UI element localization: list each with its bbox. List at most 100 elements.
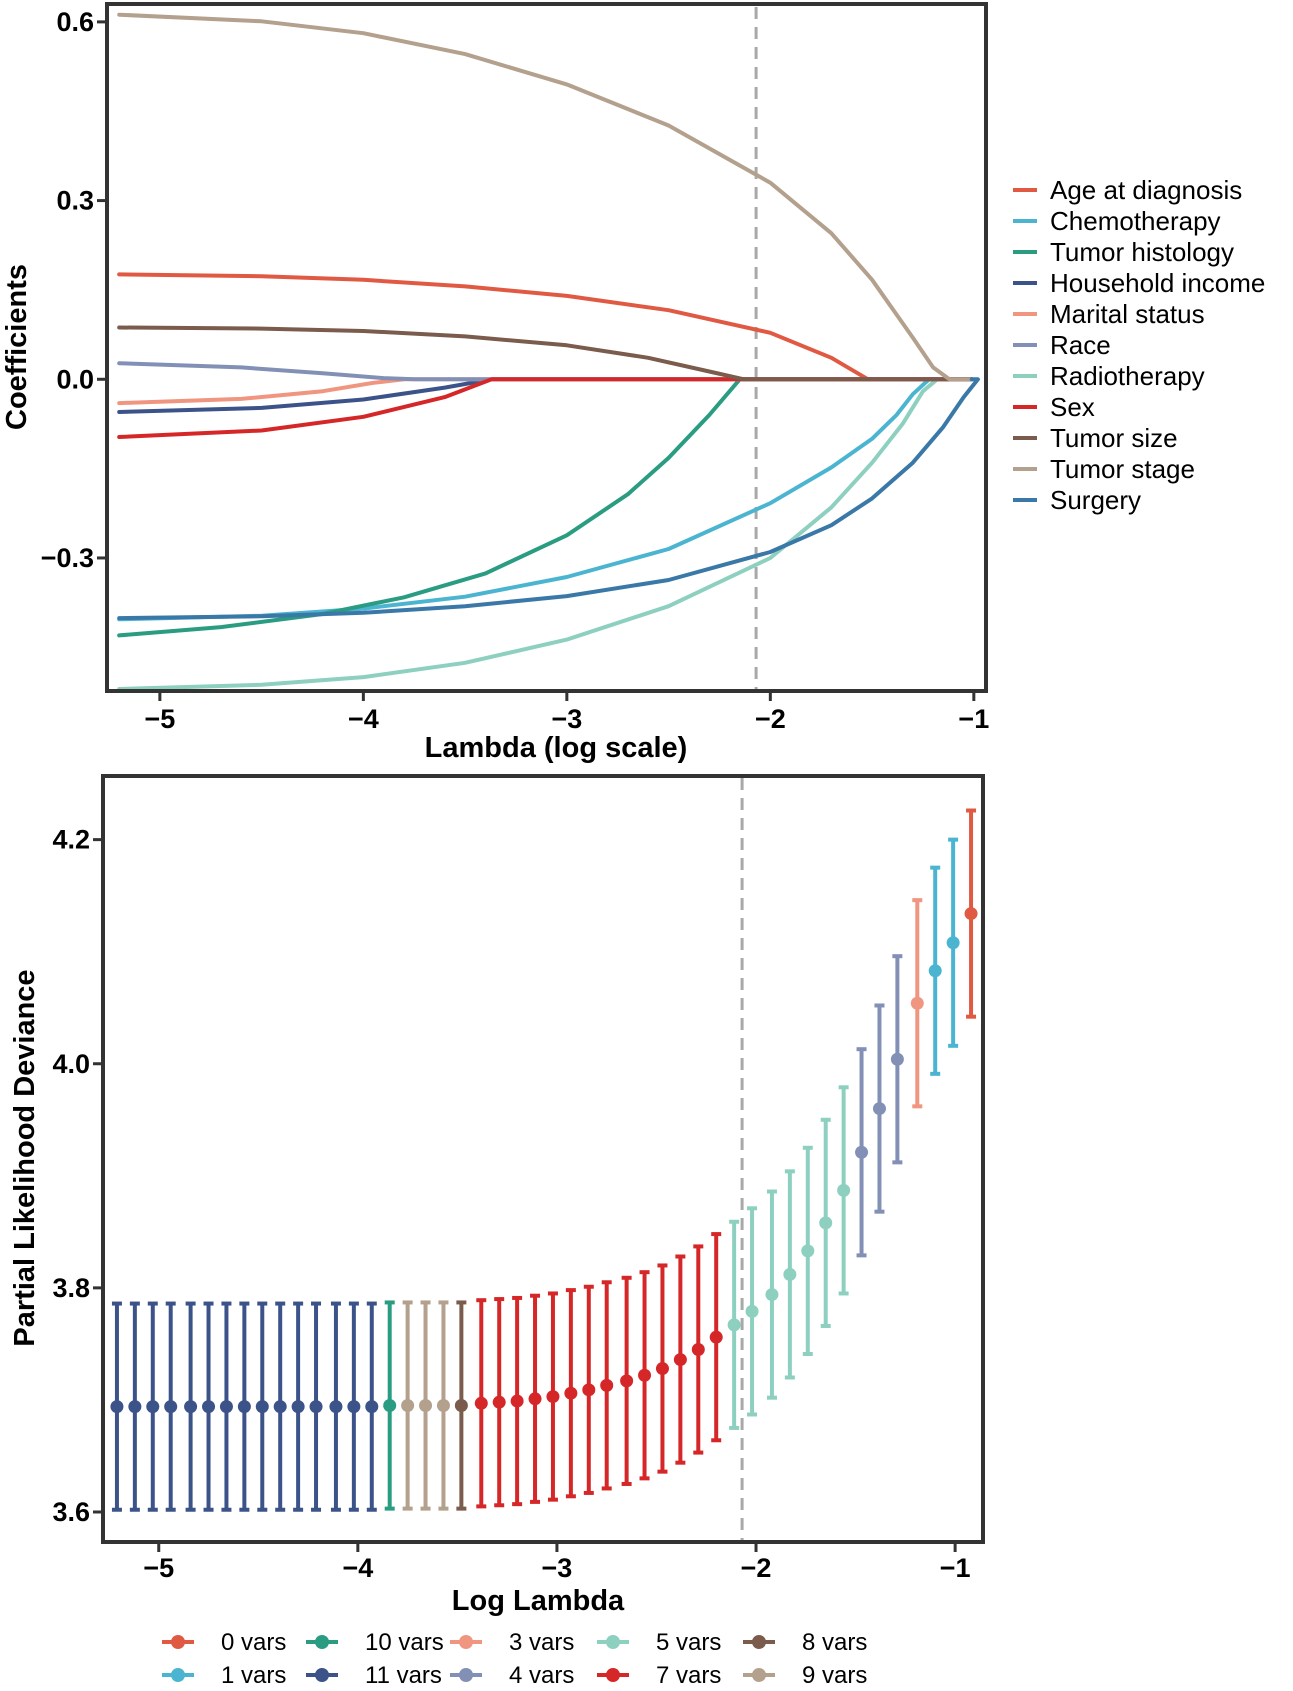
- cv-point: [691, 1343, 705, 1356]
- coef-y-tick-label: 0.3: [56, 186, 94, 216]
- cv-point-group: [564, 1288, 578, 1499]
- cv-point-group: [401, 1300, 415, 1511]
- coef-y-tick-label: 0.6: [56, 7, 94, 37]
- coef-legend-item: Tumor histology: [1013, 237, 1234, 267]
- cv-x-axis: −5 −4 −3 −2 −1: [143, 1542, 971, 1583]
- cv-point: [510, 1394, 524, 1408]
- coef-y-tick-label: −0.3: [41, 543, 94, 573]
- cv-y-tick-label: 3.8: [52, 1273, 90, 1303]
- cv-point: [184, 1400, 198, 1414]
- coef-line-sex: [117, 377, 974, 439]
- coef-legend-item: Household income: [1013, 268, 1265, 298]
- coef-line-surgery: [117, 377, 980, 621]
- coef-line-tumor-size: [117, 325, 974, 382]
- cv-legend-swatch-dot: [752, 1635, 766, 1649]
- cv-point-group: [237, 1301, 251, 1512]
- coef-x-tick-label: −4: [348, 704, 379, 734]
- cv-legend-item: 0 vars: [162, 1629, 286, 1656]
- coef-legend-item: Sex: [1013, 392, 1095, 422]
- cv-point: [146, 1400, 160, 1414]
- cv-point-group: [600, 1280, 614, 1491]
- cv-point-group: [255, 1301, 269, 1512]
- cv-point: [202, 1400, 216, 1414]
- cv-point: [436, 1399, 450, 1413]
- cv-point: [655, 1362, 669, 1376]
- cv-deviance-panel: −5 −4 −3 −2 −1 3.6 3.8 4.0 4.2 Log Lambda Parti…: [9, 774, 985, 1689]
- coef-line-age-at-diagnosis: [117, 272, 974, 382]
- cv-point: [291, 1400, 305, 1414]
- cv-point-group: [890, 954, 904, 1165]
- coef-y-axis-title: Coefficients: [1, 264, 33, 430]
- cv-point: [164, 1400, 178, 1414]
- coef-legend-item: Tumor size: [1013, 423, 1178, 453]
- cv-point: [745, 1304, 759, 1318]
- coef-legend-item: Tumor stage: [1013, 454, 1195, 484]
- coef-legend-label: Tumor histology: [1050, 237, 1234, 267]
- cv-point-group: [202, 1301, 216, 1512]
- cv-point-group: [928, 865, 942, 1076]
- cv-legend-label: 11 vars: [365, 1662, 442, 1689]
- cv-point: [474, 1396, 488, 1410]
- cv-point-group: [855, 1047, 869, 1258]
- cv-point-group: [219, 1301, 233, 1512]
- cv-point-group: [128, 1301, 142, 1512]
- cv-point-group: [964, 808, 978, 1019]
- cv-legend-item: 9 vars: [743, 1662, 867, 1689]
- coef-y-axis: 0.6 0.3 0.0 −0.3: [41, 7, 107, 573]
- coef-x-tick-label: −2: [755, 704, 786, 734]
- coef-legend-item: Age at diagnosis: [1013, 175, 1242, 205]
- cv-point: [383, 1399, 397, 1413]
- cv-legend-label: 3 vars: [509, 1629, 574, 1656]
- cv-x-axis-title: Log Lambda: [452, 1585, 625, 1617]
- cv-point-group: [110, 1301, 124, 1512]
- cv-legend-item: 4 vars: [450, 1662, 574, 1689]
- cv-point: [564, 1386, 578, 1400]
- cv-point: [365, 1400, 379, 1414]
- coef-legend-item: Radiotherapy: [1013, 361, 1205, 391]
- cv-legend-swatch-dot: [606, 1668, 620, 1682]
- cv-point: [273, 1400, 287, 1414]
- coef-x-tick-label: −5: [144, 704, 175, 734]
- cv-point: [128, 1400, 142, 1414]
- coef-legend-item: Race: [1013, 330, 1111, 360]
- cv-point: [855, 1145, 869, 1159]
- cv-legend-swatch-dot: [606, 1635, 620, 1649]
- coef-legend-label: Household income: [1050, 268, 1265, 298]
- cv-legend-item: 1 vars: [162, 1662, 286, 1689]
- coef-x-tick-label: −1: [958, 704, 989, 734]
- cv-point: [727, 1318, 741, 1332]
- cv-point-group: [365, 1301, 379, 1512]
- cv-point-group: [638, 1270, 652, 1481]
- coef-legend-label: Surgery: [1050, 485, 1141, 515]
- cv-legend-label: 4 vars: [509, 1662, 574, 1689]
- cv-legend-item: 11 vars: [306, 1662, 442, 1689]
- cv-x-tick-label: −4: [342, 1553, 373, 1583]
- coef-x-axis-title: Lambda (log scale): [425, 732, 688, 764]
- cv-point: [890, 1052, 904, 1066]
- cv-point-group: [291, 1301, 305, 1512]
- cv-point: [329, 1400, 343, 1414]
- cv-point-group: [419, 1300, 433, 1511]
- cv-legend-swatch-dot: [459, 1668, 473, 1682]
- cv-x-tick-label: −2: [741, 1553, 772, 1583]
- cv-y-axis-title: Partial Likelihood Deviance: [9, 969, 41, 1346]
- cv-point: [492, 1395, 506, 1409]
- cv-point: [783, 1267, 797, 1281]
- cv-point-group: [474, 1298, 488, 1509]
- cv-point-group: [582, 1284, 596, 1495]
- coef-legend-label: Marital status: [1050, 299, 1205, 329]
- cv-point-group: [819, 1117, 833, 1328]
- cv-point: [528, 1392, 542, 1406]
- cv-point: [709, 1330, 723, 1344]
- cv-point: [837, 1183, 851, 1197]
- coef-legend-label: Chemotherapy: [1050, 206, 1221, 236]
- coef-line-household-income: [117, 377, 974, 414]
- cv-legend-label: 5 vars: [656, 1629, 721, 1656]
- cv-point: [419, 1399, 433, 1413]
- cv-y-tick-label: 3.6: [52, 1497, 90, 1527]
- coef-legend-item: Chemotherapy: [1013, 206, 1221, 236]
- cv-point: [638, 1368, 652, 1382]
- cv-legend-swatch-dot: [315, 1668, 329, 1682]
